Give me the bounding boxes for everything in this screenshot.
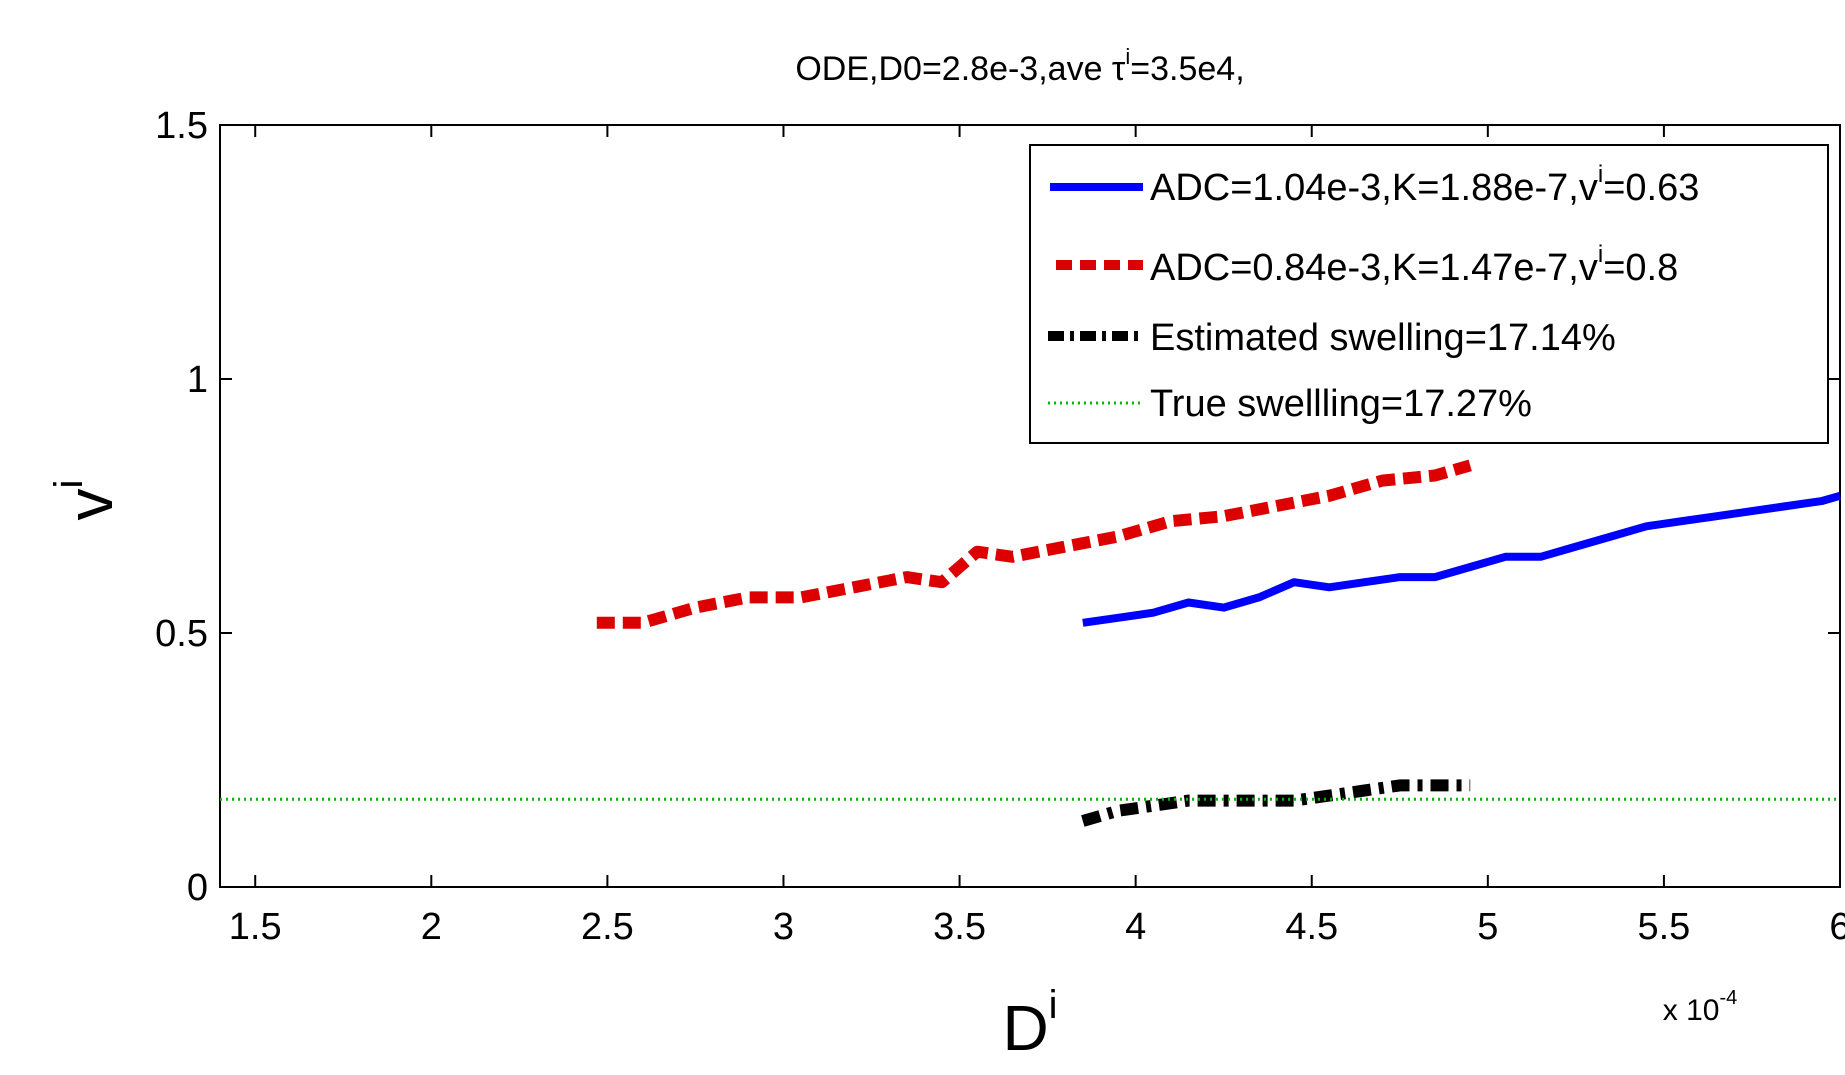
x-tick-label: 4 <box>1125 906 1146 948</box>
legend-label-series-4: True swellling=17.27% <box>1150 383 1532 425</box>
x-tick-label: 3.5 <box>933 906 986 948</box>
y-tick-label: 0.5 <box>155 613 208 655</box>
x-tick-label: 3 <box>773 906 794 948</box>
y-tick-label: 0 <box>187 867 208 909</box>
y-tick-label: 1.5 <box>155 105 208 147</box>
x-axis-ticks: 1.5 2 2.5 3 3.5 4 4.5 5 5.5 6 <box>229 125 1845 948</box>
x-axis-multiplier: x 10-4 <box>1663 987 1738 1027</box>
x-tick-label: 2 <box>421 906 442 948</box>
chart-title: ODE,D0=2.8e-3,ave τi=3.5e4, <box>795 44 1244 88</box>
plot-area <box>219 124 1841 888</box>
x-axis-label: Di <box>1002 983 1057 1064</box>
series-line-1 <box>1082 491 1842 627</box>
y-axis-label: vi <box>47 480 126 521</box>
x-tick-label: 5 <box>1477 906 1498 948</box>
y-axis-ticks: 0 0.5 1 1.5 <box>155 105 1840 909</box>
legend: ADC=1.04e-3,K=1.88e-7,vi=0.63 ADC=0.84e-… <box>1029 144 1829 444</box>
y-tick-label: 1 <box>187 359 208 401</box>
legend-label-series-2: ADC=0.84e-3,K=1.47e-7,vi=0.8 <box>1150 241 1678 289</box>
legend-label-series-1: ADC=1.04e-3,K=1.88e-7,vi=0.63 <box>1150 161 1699 209</box>
x-tick-label: 4.5 <box>1285 906 1338 948</box>
x-tick-label: 6 <box>1829 906 1845 948</box>
series-lines <box>220 459 1842 827</box>
x-tick-label: 1.5 <box>229 906 282 948</box>
chart-title-superscript: i <box>1125 44 1130 69</box>
series-line-2 <box>596 459 1472 629</box>
legend-label-series-3: Estimated swelling=17.14% <box>1150 317 1616 359</box>
x-tick-label: 2.5 <box>581 906 634 948</box>
x-tick-label: 5.5 <box>1637 906 1690 948</box>
legend-box <box>1029 144 1829 444</box>
